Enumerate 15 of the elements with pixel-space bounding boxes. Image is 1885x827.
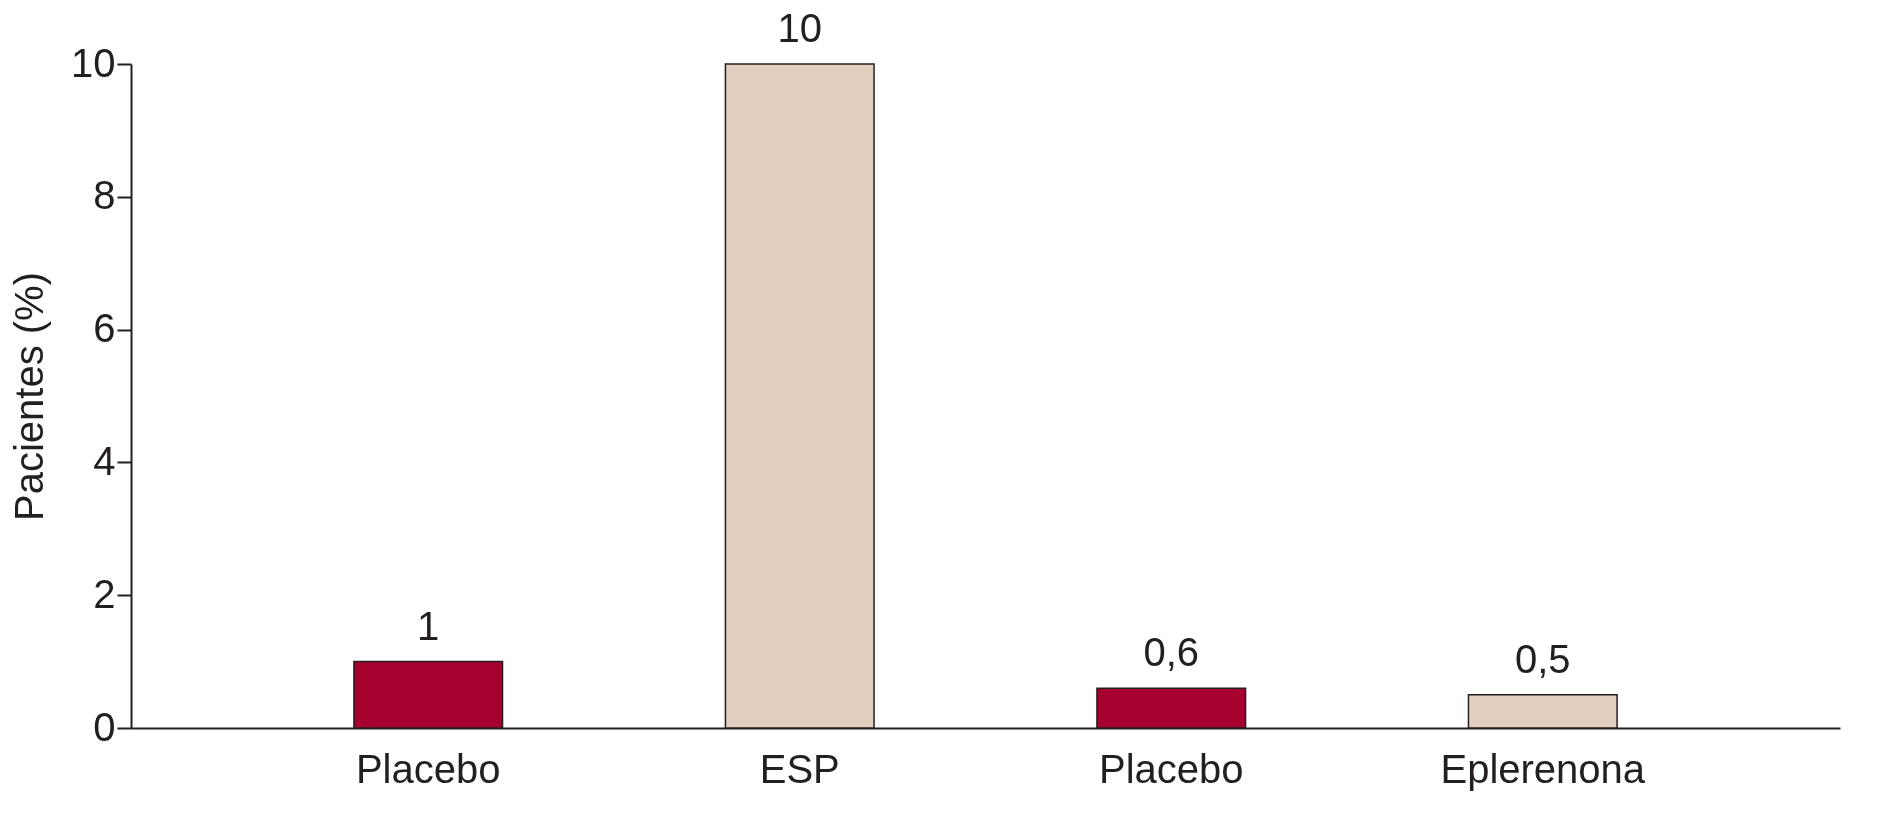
y-tick-label: 0 bbox=[93, 704, 116, 749]
x-tick-label: Placebo bbox=[355, 746, 501, 791]
data-label: 0,5 bbox=[1514, 636, 1571, 681]
x-tick-label: Eplerenona bbox=[1440, 746, 1646, 791]
y-axis-title: Pacientes (%) bbox=[7, 272, 52, 521]
y-tick-label: 6 bbox=[93, 306, 116, 351]
y-tick-label: 2 bbox=[93, 571, 116, 616]
data-label: 1 bbox=[417, 603, 440, 648]
y-tick-label: 4 bbox=[93, 438, 116, 483]
y-tick-label: 10 bbox=[71, 40, 116, 85]
x-tick-label: ESP bbox=[759, 746, 840, 791]
y-tick-label: 8 bbox=[93, 173, 116, 218]
x-tick-label: Placebo bbox=[1098, 746, 1244, 791]
data-label: 0,6 bbox=[1143, 630, 1200, 675]
data-label: 10 bbox=[777, 6, 822, 50]
